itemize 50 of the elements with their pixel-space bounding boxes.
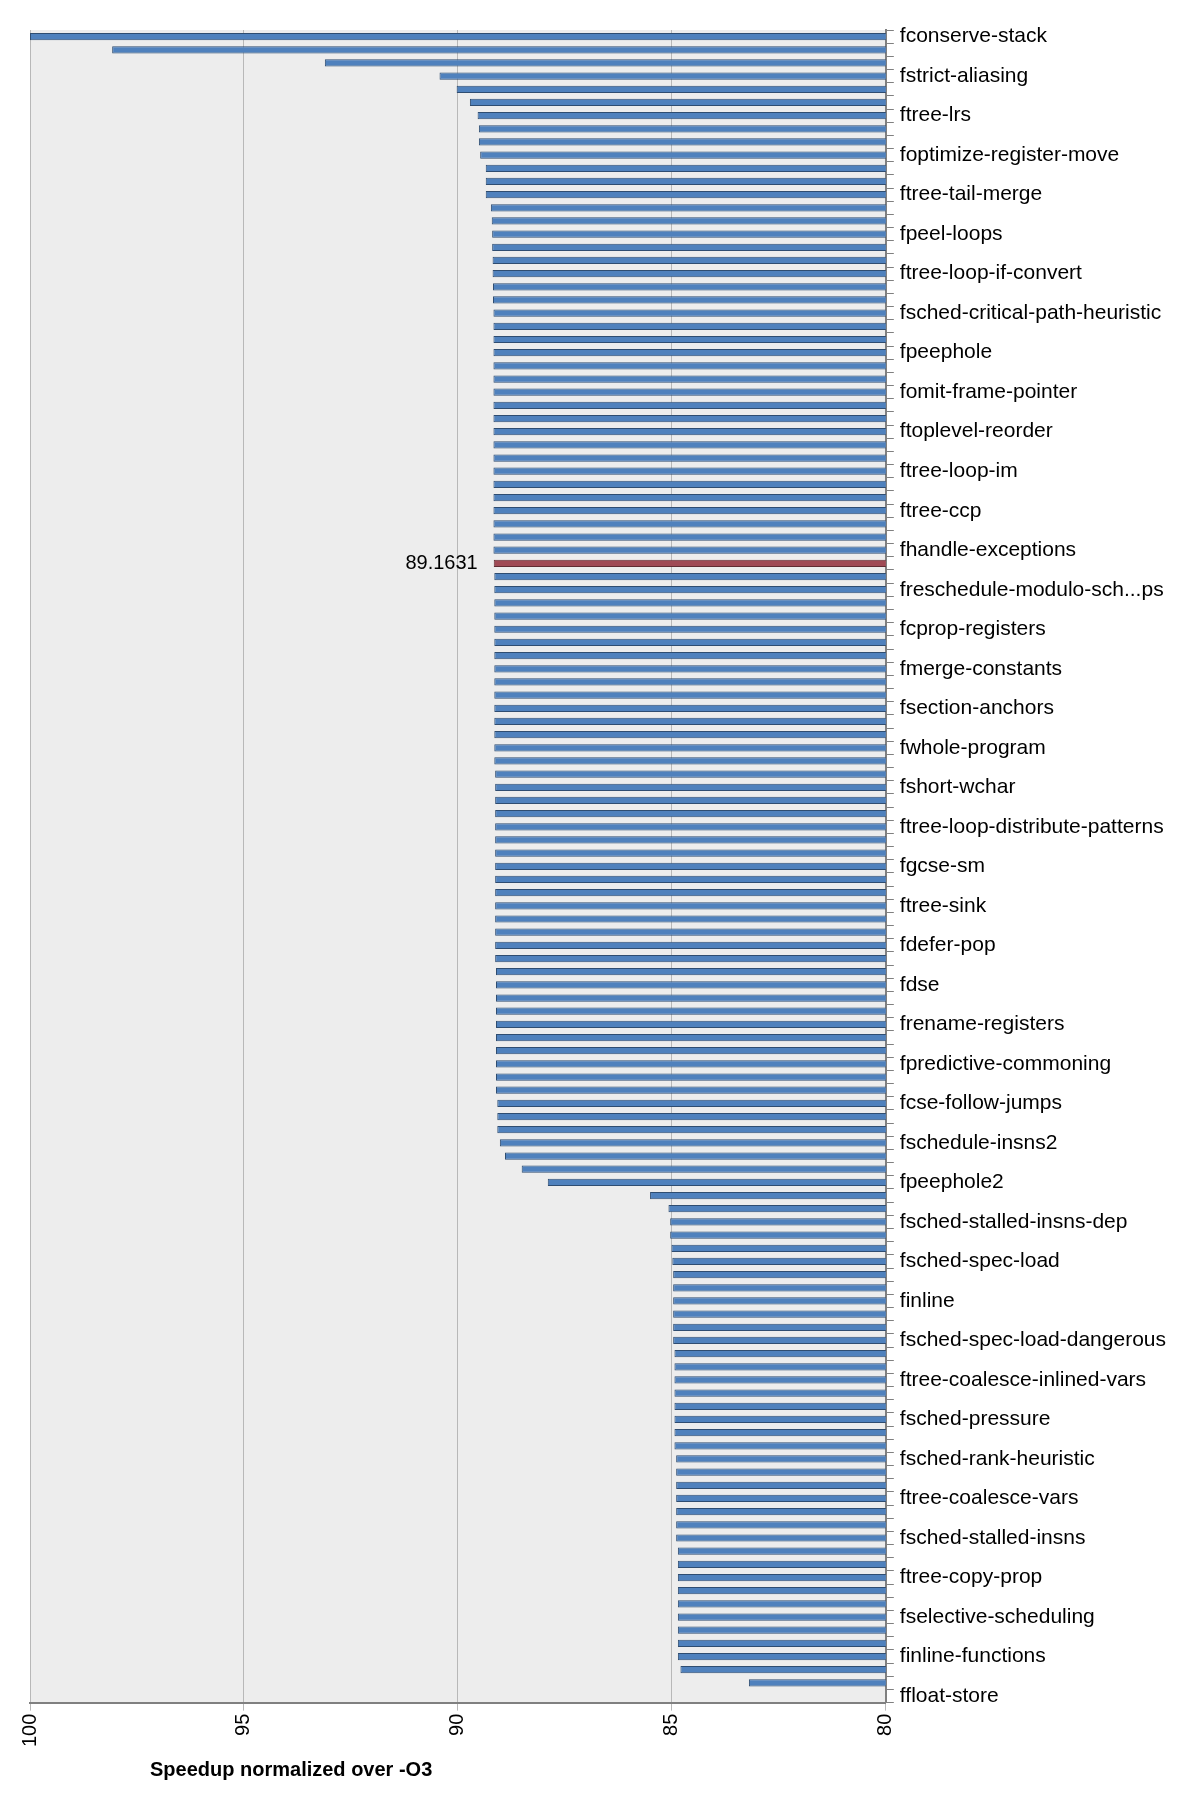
y-tick-label: finline-functions [899, 1643, 1046, 1667]
y-tick-label: ftree-tail-merge [899, 181, 1043, 205]
y-tick-label: fsched-stalled-insns [899, 1524, 1086, 1548]
y-tick-label: fsched-stalled-insns-dep [899, 1208, 1128, 1232]
y-tick-label: fhandle-exceptions [899, 537, 1077, 561]
y-tick-label: fcprop-registers [899, 616, 1046, 640]
y-tick-label: fwhole-program [899, 734, 1046, 758]
y-tick-label: fsched-spec-load-dangerous [899, 1327, 1167, 1351]
y-tick-label: ftree-lrs [899, 102, 972, 126]
x-tick-label: 95 [231, 1713, 254, 1736]
y-tick-label: fshort-wchar [899, 774, 1016, 798]
y-tick-label: fomit-frame-pointer [899, 378, 1078, 402]
y-tick-label: finline [899, 1287, 955, 1311]
y-tick-label: ftoplevel-reorder [899, 418, 1053, 442]
y-tick-label: fsched-spec-load [899, 1248, 1060, 1272]
y-tick-label: fstrict-aliasing [899, 62, 1029, 86]
y-tick-label: fdse [899, 971, 940, 995]
y-tick-label: ftree-coalesce-vars [899, 1485, 1079, 1509]
y-tick-label: ftree-loop-if-convert [899, 260, 1083, 284]
x-tick-label: 80 [873, 1713, 896, 1736]
data-label: 89.1631 [405, 550, 478, 573]
x-tick-label: 85 [659, 1713, 682, 1736]
y-tick-label: foptimize-register-move [899, 141, 1120, 165]
y-tick-label: ftree-sink [899, 892, 987, 916]
y-tick-label: fgcse-sm [899, 853, 986, 877]
y-tick-label: fsched-critical-path-heuristic [899, 299, 1162, 323]
y-tick-label: fsection-anchors [899, 695, 1054, 719]
y-tick-label: ftree-loop-distribute-patterns [899, 813, 1164, 837]
y-tick-label: fconserve-stack [899, 23, 1048, 47]
y-tick-label: fmerge-constants [899, 655, 1063, 679]
x-tick-label: 90 [445, 1713, 468, 1736]
y-tick-label: fsched-rank-heuristic [899, 1445, 1095, 1469]
y-tick-label: fdefer-pop [899, 932, 996, 956]
y-tick-label: ftree-loop-im [899, 458, 1018, 481]
y-tick-label: frename-registers [899, 1011, 1065, 1035]
y-tick-label: fpeephole2 [899, 1169, 1004, 1193]
y-tick-label: fpredictive-commoning [899, 1050, 1112, 1074]
y-tick-label: fpeel-loops [899, 220, 1003, 244]
y-tick-label: fcse-follow-jumps [899, 1090, 1063, 1114]
x-axis-title: Speedup normalized over -O3 [150, 1757, 433, 1780]
y-tick-label: ftree-coalesce-inlined-vars [899, 1366, 1147, 1390]
y-tick-label: freschedule-modulo-sch...ps [899, 576, 1164, 600]
y-tick-label: fsched-pressure [899, 1406, 1051, 1430]
x-tick-label: 100 [17, 1713, 40, 1748]
y-tick-label: ffloat-store [899, 1682, 999, 1706]
y-tick-label: fselective-scheduling [899, 1603, 1095, 1627]
y-tick-label: fschedule-insns2 [899, 1129, 1058, 1153]
y-tick-label: fpeephole [899, 339, 993, 363]
y-tick-label: ftree-copy-prop [899, 1564, 1043, 1588]
y-tick-label: ftree-ccp [899, 497, 982, 521]
